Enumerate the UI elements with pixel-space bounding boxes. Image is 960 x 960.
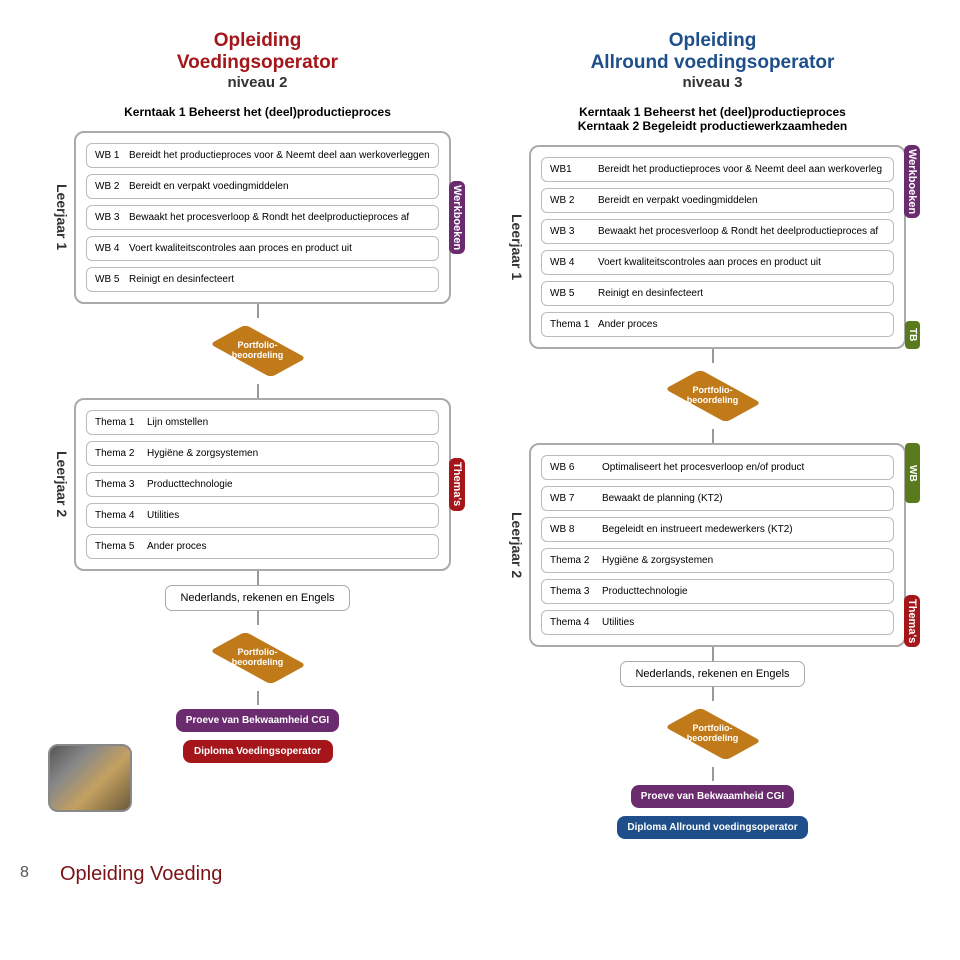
list-item: Thema 1Ander proces bbox=[541, 312, 894, 337]
left-kerntaken: Kerntaak 1 Beheerst het (deel)productiep… bbox=[124, 105, 391, 119]
list-item: WB 2Bereidt en verpakt voedingmiddelen bbox=[86, 174, 439, 199]
right-title1: Opleiding bbox=[591, 30, 835, 52]
themas-tag: Thema's bbox=[904, 595, 920, 647]
list-item: Thema 5Ander proces bbox=[86, 534, 439, 559]
list-item: Thema 3Producttechnologie bbox=[86, 472, 439, 497]
right-year1-label: Leerjaar 1 bbox=[505, 145, 529, 349]
connector bbox=[257, 304, 259, 318]
list-item: Thema 4Utilities bbox=[86, 503, 439, 528]
werkboeken-tag: Werkboeken bbox=[449, 181, 465, 254]
right-year1: Leerjaar 1 WB1Bereidt het productieproce… bbox=[505, 145, 920, 349]
connector bbox=[257, 384, 259, 398]
werkboeken-tag: Werkboeken bbox=[904, 145, 920, 218]
page-number: 8 bbox=[20, 864, 29, 882]
left-lang: Nederlands, rekenen en Engels bbox=[165, 585, 349, 611]
list-item: Thema 1Lijn omstellen bbox=[86, 410, 439, 435]
right-kerntaken: Kerntaak 1 Beheerst het (deel)productiep… bbox=[578, 105, 847, 133]
left-year2-label: Leerjaar 2 bbox=[50, 398, 74, 571]
list-item: Thema 2Hygiëne & zorgsystemen bbox=[86, 441, 439, 466]
left-proeve: Proeve van Bekwaamheid CGI bbox=[176, 709, 339, 732]
connector bbox=[712, 687, 714, 701]
right-year2-list: WB 6Optimaliseert het procesverloop en/o… bbox=[529, 443, 906, 647]
connector bbox=[712, 767, 714, 781]
connector bbox=[712, 647, 714, 661]
right-year2: Leerjaar 2 WB 6Optimaliseert het procesv… bbox=[505, 443, 920, 647]
right-year2-label: Leerjaar 2 bbox=[505, 443, 529, 647]
left-diploma: Diploma Voedingsoperator bbox=[183, 740, 333, 763]
connector bbox=[712, 349, 714, 363]
list-item: WB1Bereidt het productieproces voor & Ne… bbox=[541, 157, 894, 182]
left-year2: Leerjaar 2 Thema 1Lijn omstellen Thema 2H… bbox=[50, 398, 465, 571]
list-item: Thema 4Utilities bbox=[541, 610, 894, 635]
right-level: niveau 3 bbox=[591, 74, 835, 91]
list-item: WB 4Voert kwaliteitscontroles aan proces… bbox=[86, 236, 439, 261]
left-year1-label: Leerjaar 1 bbox=[50, 131, 74, 304]
connector bbox=[257, 611, 259, 625]
portfolio-diamond: Portfolio-beoordeling bbox=[215, 326, 301, 376]
list-item: WB 3Bewaakt het procesverloop & Rondt he… bbox=[86, 205, 439, 230]
connector bbox=[257, 691, 259, 705]
list-item: WB 2Bereidt en verpakt voedingmiddelen bbox=[541, 188, 894, 213]
list-item: WB 7Bewaakt de planning (KT2) bbox=[541, 486, 894, 511]
portfolio-diamond: Portfolio-beoordeling bbox=[670, 371, 756, 421]
left-year1-list: WB 1Bereidt het productieproces voor & N… bbox=[74, 131, 451, 304]
list-item: WB 4Voert kwaliteitscontroles aan proces… bbox=[541, 250, 894, 275]
left-title1: Opleiding bbox=[177, 30, 338, 52]
connector bbox=[257, 571, 259, 585]
right-header: Opleiding Allround voedingsoperator nive… bbox=[591, 30, 835, 91]
right-year1-list: WB1Bereidt het productieproces voor & Ne… bbox=[529, 145, 906, 349]
left-year1: Leerjaar 1 WB 1Bereidt het productieproc… bbox=[50, 131, 465, 304]
right-title2: Allround voedingsoperator bbox=[591, 52, 835, 74]
left-header: Opleiding Voedingsoperator niveau 2 bbox=[177, 30, 338, 91]
themas-tag: Thema's bbox=[449, 458, 465, 510]
left-year2-list: Thema 1Lijn omstellen Thema 2Hygiëne & zo… bbox=[74, 398, 451, 571]
right-lang: Nederlands, rekenen en Engels bbox=[620, 661, 804, 687]
right-column: Opleiding Allround voedingsoperator nive… bbox=[505, 30, 920, 843]
list-item: WB 8Begeleidt en instrueert medewerkers … bbox=[541, 517, 894, 542]
footer-title: Opleiding Voeding bbox=[60, 863, 920, 886]
list-item: Thema 2Hygiëne & zorgsystemen bbox=[541, 548, 894, 573]
left-level: niveau 2 bbox=[177, 74, 338, 91]
connector bbox=[712, 429, 714, 443]
list-item: WB 1Bereidt het productieproces voor & N… bbox=[86, 143, 439, 168]
right-diploma: Diploma Allround voedingsoperator bbox=[617, 816, 807, 839]
portfolio-diamond: Portfolio-beoordeling bbox=[215, 633, 301, 683]
tb-tag: TB bbox=[905, 321, 920, 349]
image-placeholder bbox=[48, 744, 132, 812]
list-item: Thema 3Producttechnologie bbox=[541, 579, 894, 604]
list-item: WB 6Optimaliseert het procesverloop en/o… bbox=[541, 455, 894, 480]
left-title2: Voedingsoperator bbox=[177, 52, 338, 74]
list-item: WB 5Reinigt en desinfecteert bbox=[86, 267, 439, 292]
right-proeve: Proeve van Bekwaamheid CGI bbox=[631, 785, 794, 808]
list-item: WB 3Bewaakt het procesverloop & Rondt he… bbox=[541, 219, 894, 244]
left-column: Opleiding Voedingsoperator niveau 2 Kern… bbox=[50, 30, 465, 843]
list-item: WB 5Reinigt en desinfecteert bbox=[541, 281, 894, 306]
portfolio-diamond: Portfolio-beoordeling bbox=[670, 709, 756, 759]
wb-tag: WB bbox=[905, 443, 920, 503]
